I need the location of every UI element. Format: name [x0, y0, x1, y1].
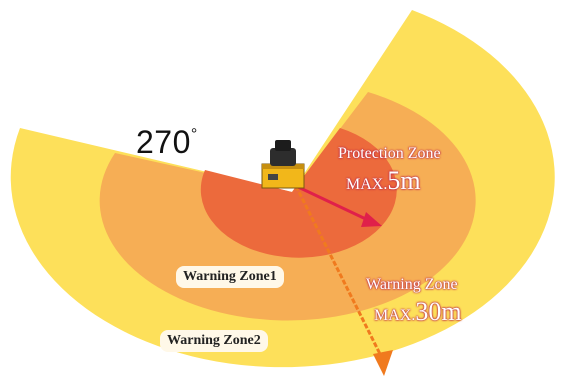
laser-scanner-icon	[261, 140, 305, 189]
angle-unit: °	[190, 126, 198, 143]
warning-zone-title: Warning Zone	[366, 276, 458, 293]
warning-zone-max-prefix: MAX.	[374, 307, 416, 324]
protection-zone-arrow	[295, 184, 382, 227]
scan-angle-label: 270°	[136, 124, 198, 161]
angle-value: 270	[136, 124, 191, 160]
warning-zone-arrow	[294, 185, 393, 376]
warning-zone-max-value: 30m	[415, 297, 462, 326]
protection-zone-max: MAX.5m	[346, 166, 421, 196]
warning-zone-max: MAX.30m	[374, 297, 462, 327]
protection-zone-max-prefix: MAX.	[346, 176, 388, 193]
warning-zone1-label: Warning Zone1	[176, 266, 284, 288]
warning-zone2-label: Warning Zone2	[160, 330, 268, 352]
protection-zone-title: Protection Zone	[338, 145, 441, 162]
protection-zone-max-value: 5m	[387, 166, 421, 195]
